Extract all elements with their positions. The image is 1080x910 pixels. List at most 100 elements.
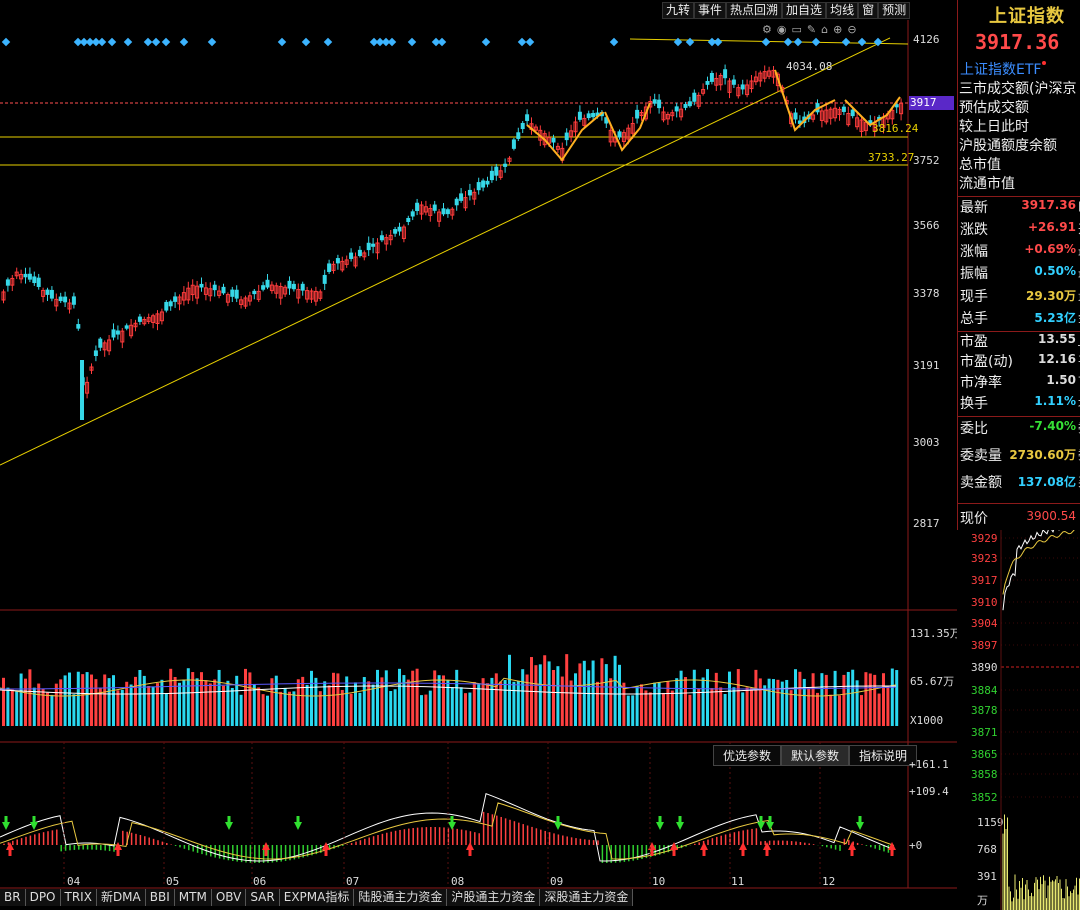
quote-row: 换手 1.11%均 bbox=[959, 393, 1080, 415]
quote-suffix: 委 bbox=[1078, 419, 1080, 436]
candle-body bbox=[186, 287, 191, 301]
candle-body bbox=[608, 129, 613, 143]
candle-body bbox=[225, 294, 230, 303]
volume-bar bbox=[807, 688, 811, 726]
candle-body bbox=[467, 189, 472, 196]
tab-expma[interactable]: EXPMA指标 bbox=[279, 889, 355, 906]
signal-dot bbox=[369, 37, 379, 47]
tab-new-dma[interactable]: 新DMA bbox=[96, 889, 146, 906]
main-chart-area[interactable] bbox=[0, 0, 957, 906]
candle-body bbox=[692, 92, 697, 102]
candle-body bbox=[208, 288, 213, 297]
tab-indicator-help[interactable]: 指标说明 bbox=[849, 745, 918, 766]
toolbar-add-watchlist[interactable]: 加自选 bbox=[782, 2, 827, 19]
etf-link[interactable]: 上证指数ETF bbox=[960, 62, 1042, 78]
mini-price-tick: 3929 bbox=[971, 532, 998, 545]
candle-body bbox=[102, 342, 107, 351]
mini-intraday-chart[interactable]: 3929 3923 3917 3910 3904 3897 3890 3884 3878 3871… bbox=[957, 530, 1080, 910]
tab-lugutong[interactable]: 陆股通主力资金 bbox=[354, 889, 448, 906]
volume-bar bbox=[684, 677, 687, 726]
tab-mtm[interactable]: MTM bbox=[174, 889, 212, 906]
volume-bar bbox=[578, 663, 582, 726]
tab-bbi[interactable]: BBI bbox=[145, 889, 175, 906]
delete-icon[interactable]: ▭ bbox=[791, 23, 802, 36]
tab-br[interactable]: BR bbox=[0, 889, 26, 906]
toolbar-forecast[interactable]: 预测 bbox=[878, 2, 911, 19]
candle-body bbox=[362, 252, 367, 258]
candle-body bbox=[168, 301, 173, 307]
sell-signal-arrow bbox=[296, 816, 300, 822]
paint-icon[interactable]: ✎ bbox=[806, 23, 817, 36]
tab-default-params[interactable]: 默认参数 bbox=[781, 745, 850, 766]
toolbar-events[interactable]: 事件 bbox=[694, 2, 727, 19]
tab-shengutong[interactable]: 深股通主力资金 bbox=[540, 889, 634, 906]
volume-bar bbox=[763, 685, 767, 726]
signal-dot bbox=[161, 37, 171, 47]
buy-signal-arrow bbox=[324, 850, 328, 856]
candle-body bbox=[859, 119, 864, 132]
volume-bar bbox=[640, 684, 643, 726]
quote-side-panel: 上证指数 3917.36 上证指数ETF 三市成交额(沪深京 预估成交额 较上日… bbox=[957, 0, 1080, 910]
quote-suffix: 金 bbox=[1078, 309, 1080, 326]
lock-icon[interactable]: ⌂ bbox=[821, 23, 829, 36]
volume-bar bbox=[860, 695, 863, 726]
volume-bar bbox=[785, 679, 789, 726]
candle-body bbox=[27, 273, 32, 280]
candle-body bbox=[705, 81, 710, 85]
sell-signal-arrow bbox=[856, 822, 864, 830]
volume-bar bbox=[565, 654, 569, 726]
candle-body bbox=[379, 235, 384, 241]
candle-body bbox=[291, 283, 296, 290]
candle-body bbox=[617, 131, 622, 138]
candle-body bbox=[353, 256, 358, 267]
toolbar-hotspot[interactable]: 热点回溯 bbox=[726, 2, 783, 19]
toolbar-window[interactable]: 窗 bbox=[858, 2, 879, 19]
settings-icon[interactable]: ⚙ bbox=[762, 23, 772, 36]
candle-body bbox=[819, 110, 824, 121]
volume-bar bbox=[314, 677, 318, 726]
current-price-marker: 3917 bbox=[909, 96, 954, 110]
volume-bar bbox=[464, 693, 467, 726]
candle-body bbox=[212, 284, 217, 291]
tab-optimal-params[interactable]: 优选参数 bbox=[713, 745, 782, 766]
signal-dot bbox=[841, 37, 851, 47]
candle-body bbox=[758, 72, 763, 82]
tab-obv[interactable]: OBV bbox=[211, 889, 247, 906]
volume-bar bbox=[604, 664, 608, 726]
candle-body bbox=[740, 84, 745, 90]
candle-body bbox=[683, 104, 688, 108]
volume-bar bbox=[283, 687, 287, 726]
tab-dpo[interactable]: DPO bbox=[25, 889, 61, 906]
signal-dot bbox=[525, 37, 535, 47]
signal-dot bbox=[609, 37, 619, 47]
sell-signal-arrow bbox=[227, 816, 231, 822]
buy-signal-arrow bbox=[670, 842, 678, 850]
chart-toolbar: 九转 事件 热点回溯 加自选 均线 窗 预测 bbox=[662, 2, 911, 19]
support-annotation-2: 3733.27 bbox=[868, 151, 915, 164]
volume-bar bbox=[543, 655, 547, 726]
quote-suffix: 买 bbox=[1078, 473, 1080, 490]
candle-body bbox=[252, 290, 257, 295]
price-axis-label: 2817 bbox=[913, 517, 940, 530]
volume-bar bbox=[151, 686, 155, 726]
eye-icon[interactable]: ◉ bbox=[776, 23, 787, 36]
candle-body bbox=[85, 381, 90, 394]
volume-bar bbox=[776, 679, 780, 726]
quote-row: 总手 5.23亿金 bbox=[959, 308, 1080, 330]
tab-hugutong[interactable]: 沪股通主力资金 bbox=[447, 889, 541, 906]
candle-body bbox=[573, 121, 578, 133]
zoom-out-icon[interactable]: ⊖ bbox=[847, 23, 857, 36]
price-axis-label: 3566 bbox=[913, 219, 940, 232]
signal-dot bbox=[387, 37, 397, 47]
tab-trix[interactable]: TRIX bbox=[60, 889, 97, 906]
volume-bar bbox=[340, 689, 344, 726]
toolbar-ma[interactable]: 均线 bbox=[826, 2, 859, 19]
toolbar-jiuzhuan[interactable]: 九转 bbox=[662, 2, 695, 19]
tab-sar[interactable]: SAR bbox=[246, 889, 280, 906]
pattern-arrow bbox=[774, 69, 836, 132]
volume-bar bbox=[450, 687, 454, 726]
volume-bar bbox=[864, 672, 868, 726]
zoom-in-icon[interactable]: ⊕ bbox=[833, 23, 843, 36]
price-axis-label: 4126 bbox=[913, 33, 940, 46]
signal-dot bbox=[481, 37, 491, 47]
